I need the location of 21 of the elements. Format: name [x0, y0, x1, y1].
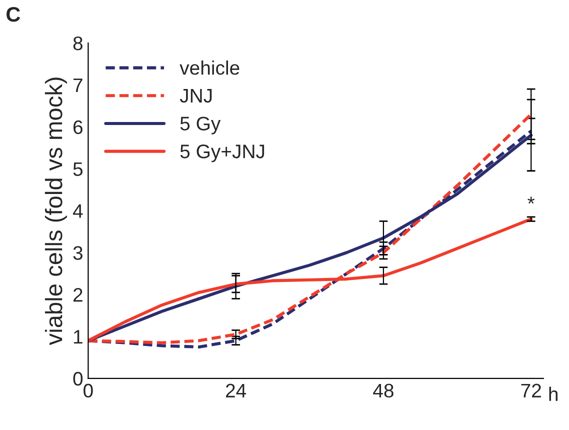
y-tick-label: 6	[74, 120, 82, 134]
y-tick-label: 8	[73, 36, 82, 50]
legend-label: JNJ	[180, 89, 212, 103]
legend-label: 5 Gy	[180, 116, 221, 134]
y-tick-label: 3	[73, 246, 82, 260]
annotation: *	[528, 196, 535, 204]
legend-label: vehicle	[180, 60, 240, 75]
x-axis-title: h	[549, 386, 558, 401]
y-axis-title: viable cells (fold vs mock)	[44, 78, 67, 346]
y-tick-label: 0	[73, 372, 83, 386]
y-tick-label: 7	[74, 78, 82, 92]
x-tick-label: 48	[373, 384, 394, 398]
y-tick-label: 5	[73, 162, 83, 176]
y-tick-label: 2	[74, 288, 82, 302]
y-tick-label: 1	[74, 330, 82, 344]
text: C	[6, 7, 20, 22]
x-tick-label: 72	[521, 384, 541, 398]
y-tick-label: 4	[72, 204, 83, 218]
x-tick-label: 24	[226, 384, 246, 398]
legend-label: 5 Gy+JNJ	[180, 144, 264, 162]
x-tick-label: 0	[84, 384, 93, 398]
